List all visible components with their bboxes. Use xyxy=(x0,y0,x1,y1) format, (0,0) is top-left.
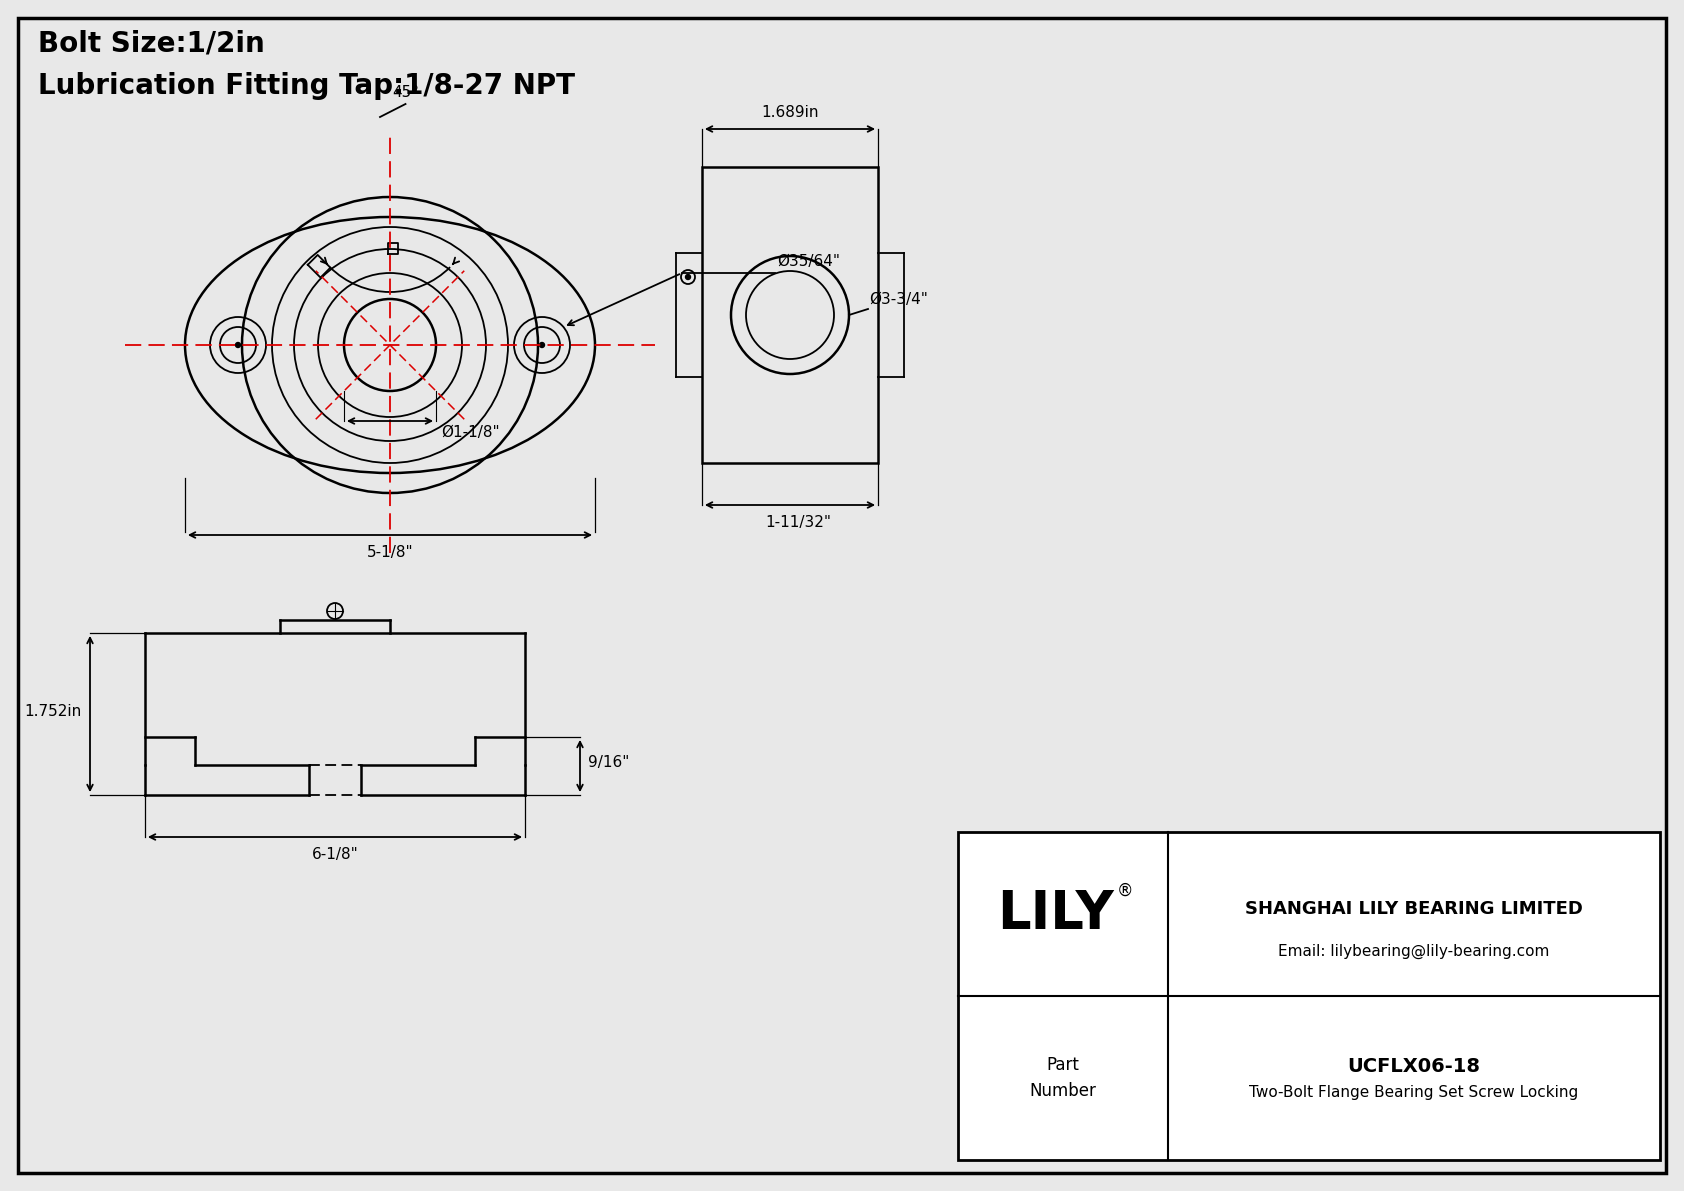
Bar xyxy=(958,833,1660,1160)
Text: Ø3-3/4": Ø3-3/4" xyxy=(869,292,928,307)
Text: Bolt Size:1/2in: Bolt Size:1/2in xyxy=(39,30,264,58)
Text: SHANGHAI LILY BEARING LIMITED: SHANGHAI LILY BEARING LIMITED xyxy=(1244,900,1583,918)
Text: 6-1/8": 6-1/8" xyxy=(312,847,359,862)
Text: 45°: 45° xyxy=(392,85,419,100)
Text: Email: lilybearing@lily-bearing.com: Email: lilybearing@lily-bearing.com xyxy=(1278,944,1549,959)
Text: 9/16": 9/16" xyxy=(588,755,630,771)
Circle shape xyxy=(539,343,544,348)
Circle shape xyxy=(236,343,241,348)
Text: Ø1-1/8": Ø1-1/8" xyxy=(441,425,500,439)
Text: 5-1/8": 5-1/8" xyxy=(367,545,413,560)
Text: 1.689in: 1.689in xyxy=(761,105,818,120)
Text: LILY: LILY xyxy=(997,888,1113,940)
Text: 1.752in: 1.752in xyxy=(25,704,83,718)
Text: Ø35/64": Ø35/64" xyxy=(776,254,840,269)
Bar xyxy=(702,167,877,463)
Text: Part
Number: Part Number xyxy=(1029,1055,1096,1100)
Circle shape xyxy=(685,274,690,280)
Text: Lubrication Fitting Tap:1/8-27 NPT: Lubrication Fitting Tap:1/8-27 NPT xyxy=(39,71,574,100)
Text: Two-Bolt Flange Bearing Set Screw Locking: Two-Bolt Flange Bearing Set Screw Lockin… xyxy=(1250,1085,1578,1100)
Text: UCFLX06-18: UCFLX06-18 xyxy=(1347,1056,1480,1075)
Text: ®: ® xyxy=(1116,883,1133,900)
Text: 1-11/32": 1-11/32" xyxy=(765,515,830,530)
